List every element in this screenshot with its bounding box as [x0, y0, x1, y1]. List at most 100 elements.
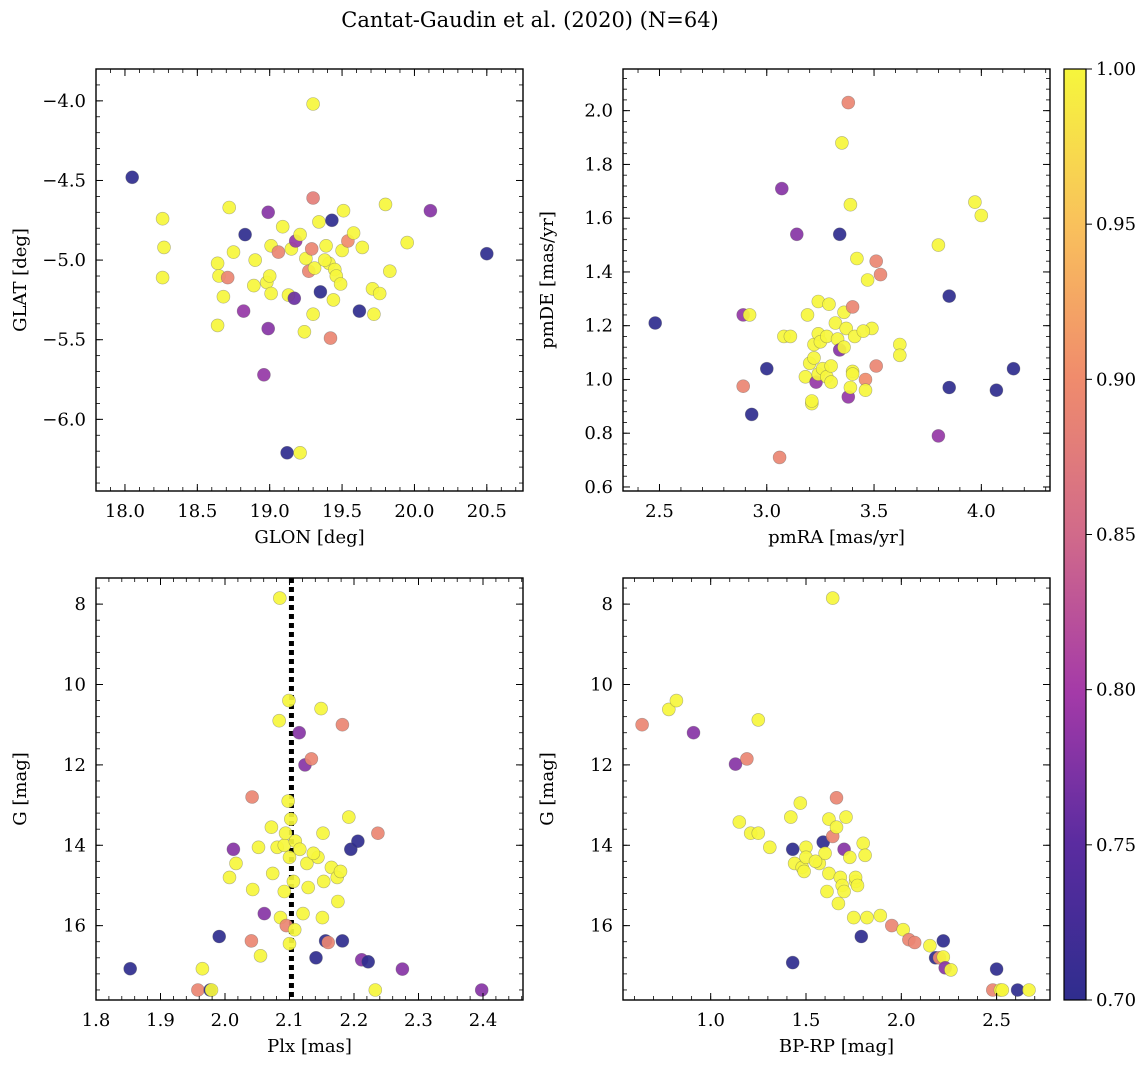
data-point	[395, 962, 410, 976]
data-point	[907, 935, 922, 950]
x-tick-label: 2.5	[982, 1010, 1011, 1031]
y-axis-label: G [mag]	[10, 752, 31, 825]
x-tick-label: 19.0	[250, 501, 290, 522]
data-point	[423, 203, 438, 218]
data-point	[247, 278, 261, 293]
y-tick-label: 1.2	[584, 316, 613, 337]
plot-frame	[95, 68, 524, 492]
data-point	[892, 348, 907, 363]
data-point	[896, 922, 911, 937]
data-point	[824, 359, 838, 373]
data-point	[869, 359, 884, 373]
data-point	[304, 752, 319, 766]
data-point	[942, 289, 957, 303]
data-point	[936, 934, 951, 948]
y-tick-label: 14	[590, 835, 613, 856]
x-tick-label: 2.1	[275, 1010, 304, 1031]
y-tick-label: 16	[590, 916, 613, 937]
data-point	[824, 375, 838, 389]
data-point	[326, 293, 341, 307]
data-point	[226, 245, 241, 259]
y-tick-label: 1.6	[584, 208, 613, 229]
y-tick-label: −4.0	[42, 91, 86, 112]
data-point	[818, 846, 832, 861]
plot-frame	[622, 577, 1051, 1001]
data-point	[351, 834, 365, 849]
data-point	[944, 963, 958, 977]
data-point	[278, 826, 293, 841]
data-point	[744, 407, 759, 422]
data-point	[839, 810, 853, 824]
data-point	[155, 270, 170, 285]
scatter-panel-1: 18.0 18.5 19.0 19.5 20.0 20.5 −4.0 −4.5 −5.0 −5.5…	[10, 68, 524, 548]
scatter-panel-2: 2.5 3.0 3.5 4.0 0.6 0.8 1.0 1.2 1.4 1.6 1.8 2.0 pmRA…	[537, 68, 1051, 548]
data-point	[974, 208, 989, 223]
colorbar-tick-label: 0.85	[1096, 525, 1136, 546]
data-point	[304, 242, 319, 256]
data-point	[367, 307, 381, 322]
data-point	[785, 842, 800, 857]
data-point	[1022, 983, 1036, 997]
y-tick-label: 8	[602, 594, 613, 615]
figure-title: Cantat-Gaudin et al. (2020) (N=64)	[341, 8, 719, 32]
data-point	[839, 321, 854, 336]
data-point	[292, 842, 307, 857]
plot-frame	[95, 577, 524, 1001]
data-point	[123, 961, 137, 976]
data-point	[335, 934, 350, 948]
y-tick-label: −5.0	[42, 250, 86, 271]
x-tick-label: 2.2	[340, 1010, 369, 1031]
data-point	[822, 866, 836, 881]
data-point	[822, 812, 836, 826]
data-point	[275, 219, 290, 234]
data-point	[797, 864, 811, 879]
y-axis-label: pmDE [mas/yr]	[537, 211, 558, 349]
data-point	[292, 725, 307, 740]
data-point	[125, 170, 139, 185]
data-point	[293, 445, 307, 460]
data-point	[335, 717, 350, 732]
y-tick-label: 2.0	[584, 101, 613, 122]
data-point	[261, 321, 276, 336]
data-point	[257, 367, 271, 382]
data-point	[335, 243, 349, 258]
data-point	[361, 954, 376, 969]
data-point	[293, 227, 307, 242]
y-tick-label: 0.8	[584, 423, 613, 444]
data-point	[856, 836, 871, 851]
data-point	[195, 961, 210, 976]
data-point	[850, 251, 864, 266]
data-point	[820, 884, 834, 899]
data-point	[474, 983, 489, 997]
data-point	[942, 380, 957, 395]
data-point	[299, 251, 313, 266]
x-axis-label: Plx [mas]	[267, 1036, 352, 1057]
data-point	[272, 591, 287, 605]
data-point	[323, 331, 338, 345]
data-point	[931, 238, 946, 252]
data-point	[222, 870, 237, 885]
data-point	[287, 922, 302, 937]
data-point	[884, 918, 899, 933]
data-point	[1006, 361, 1021, 376]
x-tick-label: 3.0	[752, 501, 781, 522]
data-point	[244, 934, 259, 948]
data-point	[989, 383, 1004, 398]
data-point	[264, 820, 279, 835]
data-point	[479, 246, 494, 261]
data-point	[253, 948, 268, 963]
data-point	[287, 291, 302, 306]
colorbar-tick-label: 1.00	[1096, 59, 1136, 80]
data-point	[400, 235, 415, 250]
data-point	[798, 369, 813, 384]
data-point	[355, 240, 370, 255]
y-tick-label: −4.5	[42, 170, 86, 191]
data-point	[341, 810, 356, 824]
data-point	[306, 97, 320, 111]
data-point	[854, 929, 869, 944]
y-tick-label: 0.6	[584, 477, 613, 498]
colorbar-tick-label: 0.75	[1096, 835, 1136, 856]
data-point	[372, 286, 387, 301]
x-tick-label: 20.0	[394, 501, 434, 522]
y-axis-label: GLAT [deg]	[10, 228, 31, 332]
